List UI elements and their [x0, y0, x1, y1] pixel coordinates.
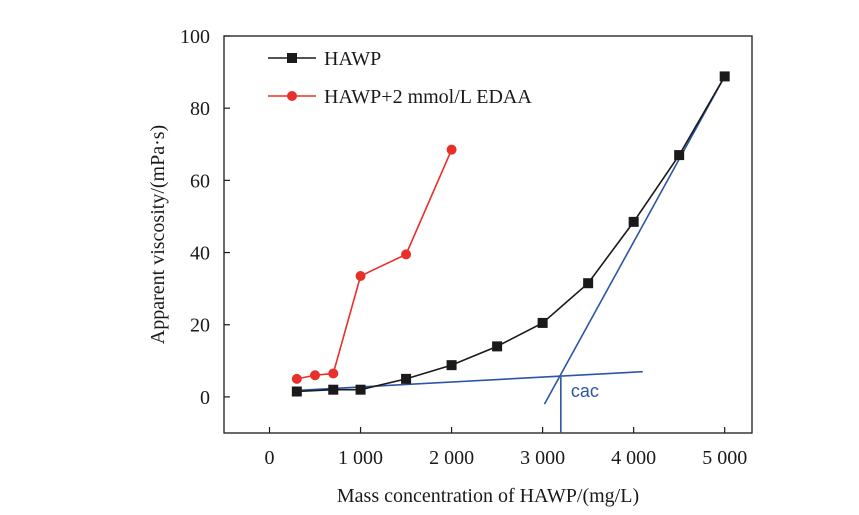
- series-lines: [296, 76, 726, 393]
- x-tick-label: 0: [265, 447, 275, 469]
- series-line-1: [296, 76, 726, 393]
- y-tick-label: 40: [190, 243, 210, 265]
- legend-item: HAWP: [268, 48, 381, 70]
- cac-label: cac: [571, 381, 599, 401]
- data-point-edaa: [401, 249, 412, 260]
- legend-label: HAWP: [324, 48, 381, 70]
- y-tick-label: 80: [190, 98, 210, 120]
- plot-frame: [223, 35, 753, 434]
- legend-marker: [287, 91, 297, 101]
- legend-label: HAWP+2 mmol/L EDAA: [324, 86, 532, 108]
- data-point-edaa: [291, 373, 302, 384]
- legend-marker: [287, 53, 297, 63]
- series-line-2: [296, 149, 453, 380]
- x-tick-label: 2 000: [429, 447, 474, 469]
- data-point-hawp: [355, 384, 366, 395]
- data-point-hawp: [583, 278, 594, 289]
- legend-item: HAWP+2 mmol/L EDAA: [268, 86, 532, 108]
- y-tick-label: 60: [190, 170, 210, 192]
- x-tick-label: 5 000: [702, 447, 747, 469]
- data-point-hawp: [719, 71, 730, 82]
- plot-frame-group: [223, 35, 753, 434]
- data-point-edaa: [328, 368, 339, 379]
- y-axis-title: Apparent viscosity/(mPa·s): [147, 125, 169, 344]
- data-point-hawp: [291, 386, 302, 397]
- y-tick-label: 100: [180, 26, 210, 48]
- series-markers: [291, 71, 730, 397]
- data-point-hawp: [674, 150, 685, 161]
- data-point-hawp: [401, 373, 412, 384]
- cac-fit-line: [296, 370, 643, 392]
- cac-fit-line: [543, 76, 726, 405]
- y-tick-label: 20: [190, 315, 210, 337]
- y-axis-ticks: 0 20 40 60 80 100: [180, 26, 230, 409]
- data-point-hawp: [446, 360, 457, 371]
- x-tick-label: 1 000: [338, 447, 383, 469]
- legend: HAWP HAWP+2 mmol/L EDAA: [268, 48, 532, 108]
- data-point-hawp: [628, 216, 639, 227]
- cac-annotation-lines: [296, 76, 726, 433]
- x-tick-label: 3 000: [520, 447, 565, 469]
- x-axis-title: Mass concentration of HAWP/(mg/L): [337, 485, 639, 507]
- data-point-edaa: [446, 144, 457, 155]
- data-point-edaa: [355, 271, 366, 282]
- data-point-hawp: [328, 384, 339, 395]
- x-axis-ticks: 0 1 000 2 000 3 000 4 000 5 000: [265, 427, 747, 469]
- y-tick-label: 0: [200, 387, 210, 409]
- data-point-edaa: [310, 370, 321, 381]
- x-tick-label: 4 000: [611, 447, 656, 469]
- data-point-hawp: [537, 317, 548, 328]
- data-point-hawp: [492, 341, 503, 352]
